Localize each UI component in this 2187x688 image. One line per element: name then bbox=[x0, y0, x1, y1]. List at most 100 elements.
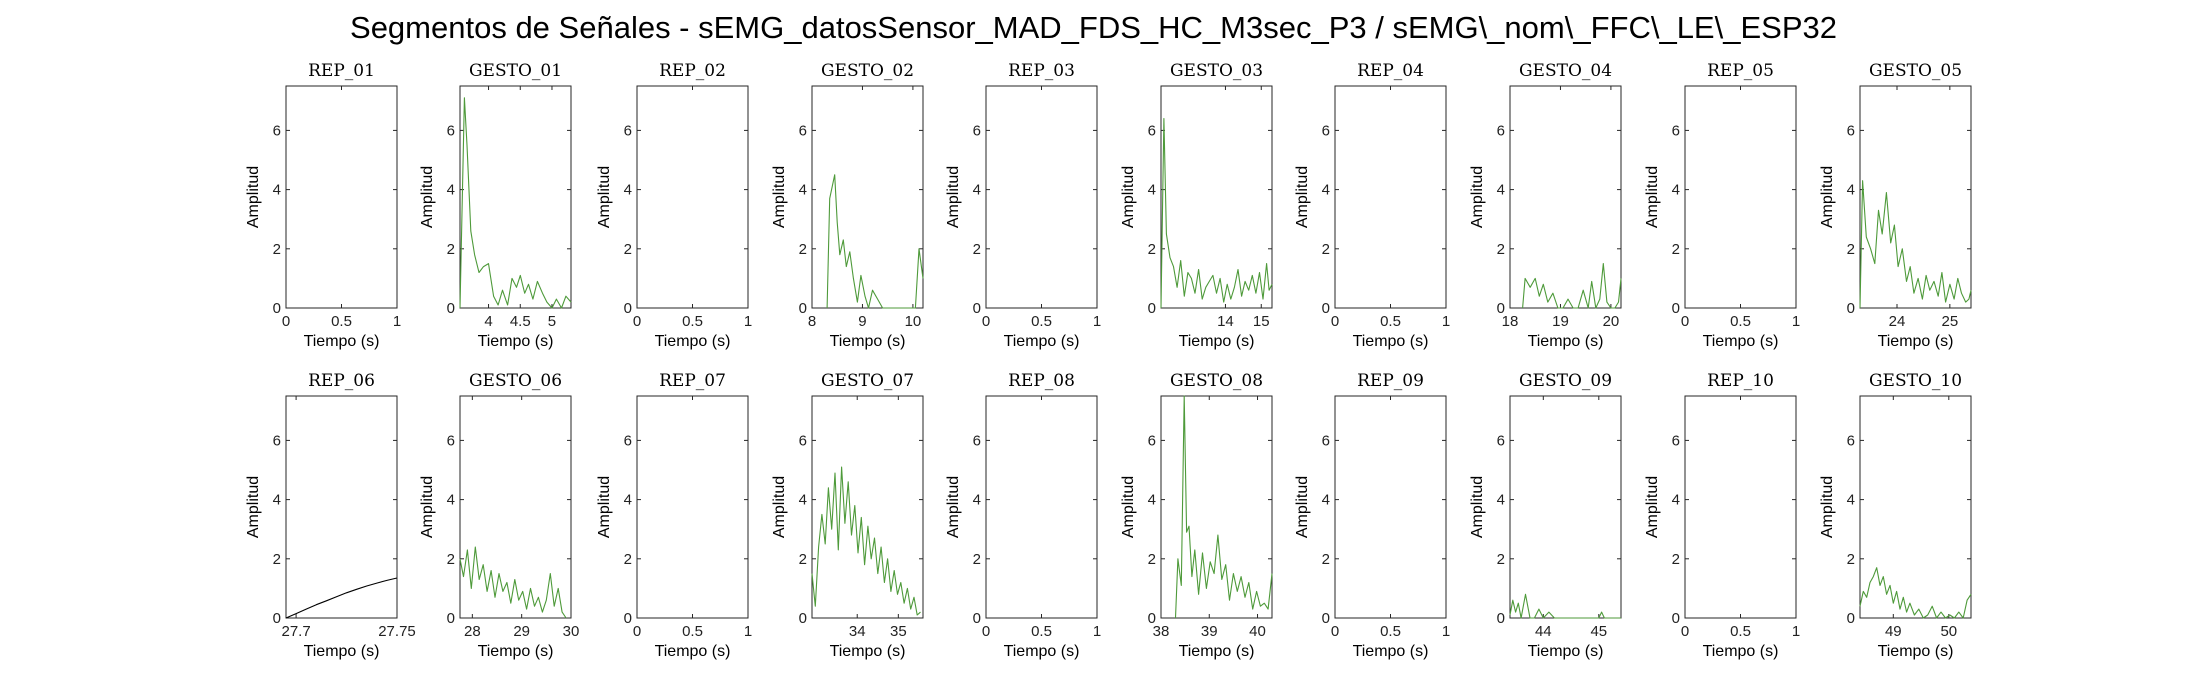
y-tick-label: 0 bbox=[273, 300, 281, 317]
x-tick-label: 25 bbox=[1942, 313, 1959, 330]
plot-area bbox=[811, 85, 924, 309]
y-tick-label: 0 bbox=[1497, 300, 1505, 317]
plot-area bbox=[811, 395, 924, 619]
x-axis-label: Tiempo (s) bbox=[1878, 643, 1954, 660]
panel-title: REP_07 bbox=[659, 371, 726, 391]
y-tick-label: 2 bbox=[624, 551, 632, 568]
x-axis-label: Tiempo (s) bbox=[1179, 333, 1255, 350]
x-tick-label: 0 bbox=[982, 623, 990, 640]
panel-gesto-09: GESTO_09 0 2 4 6 44 45 Tiempo (s) Amplitud bbox=[1469, 371, 1622, 660]
y-tick-label: 2 bbox=[973, 241, 981, 258]
y-axis-label: Amplitud bbox=[596, 166, 613, 228]
x-tick-label: 18 bbox=[1502, 313, 1519, 330]
x-tick-label: 34 bbox=[849, 623, 866, 640]
x-tick-label: 38 bbox=[1153, 623, 1170, 640]
x-tick-label: 0.5 bbox=[1730, 313, 1751, 330]
y-axis-label: Amplitud bbox=[945, 166, 962, 228]
y-tick-label: 2 bbox=[1322, 551, 1330, 568]
y-axis-label: Amplitud bbox=[945, 476, 962, 538]
y-tick-label: 2 bbox=[1497, 551, 1505, 568]
y-tick-label: 2 bbox=[1322, 241, 1330, 258]
y-tick-label: 4 bbox=[1847, 182, 1855, 199]
y-tick-label: 6 bbox=[799, 122, 807, 139]
y-tick-label: 6 bbox=[1497, 122, 1505, 139]
y-tick-label: 4 bbox=[799, 492, 807, 509]
y-tick-label: 4 bbox=[1672, 492, 1680, 509]
x-tick-label: 1 bbox=[1792, 623, 1800, 640]
x-tick-label: 0 bbox=[982, 313, 990, 330]
panel-title: REP_02 bbox=[659, 61, 726, 81]
x-axis-label: Tiempo (s) bbox=[1179, 643, 1255, 660]
y-tick-label: 0 bbox=[447, 300, 455, 317]
y-tick-label: 0 bbox=[624, 300, 632, 317]
x-tick-label: 29 bbox=[513, 623, 530, 640]
y-tick-label: 0 bbox=[1847, 300, 1855, 317]
x-axis-label: Tiempo (s) bbox=[478, 333, 554, 350]
plot-area bbox=[1859, 395, 1972, 619]
series-line bbox=[1509, 593, 1621, 619]
y-axis-label: Amplitud bbox=[1644, 166, 1661, 228]
panel-title: REP_10 bbox=[1707, 371, 1774, 391]
x-tick-label: 5 bbox=[548, 313, 556, 330]
y-tick-label: 4 bbox=[1672, 182, 1680, 199]
plot-area bbox=[459, 85, 572, 309]
x-axis-label: Tiempo (s) bbox=[1004, 333, 1080, 350]
y-axis-label: Amplitud bbox=[771, 476, 788, 538]
x-tick-label: 0.5 bbox=[1031, 313, 1052, 330]
x-tick-label: 49 bbox=[1885, 623, 1902, 640]
x-tick-label: 1 bbox=[1442, 313, 1450, 330]
y-tick-label: 2 bbox=[1672, 241, 1680, 258]
y-tick-label: 2 bbox=[1847, 551, 1855, 568]
plot-area bbox=[985, 395, 1098, 619]
panel-gesto-10: GESTO_10 0 2 4 6 49 50 Tiempo (s) Amplitud bbox=[1819, 371, 1972, 660]
panel-title: REP_09 bbox=[1357, 371, 1424, 391]
x-tick-label: 35 bbox=[890, 623, 907, 640]
panel-gesto-07: GESTO_07 0 2 4 6 34 35 Tiempo (s) Amplitud bbox=[771, 371, 924, 660]
y-axis-label: Amplitud bbox=[1294, 476, 1311, 538]
y-axis-label: Amplitud bbox=[419, 166, 436, 228]
y-tick-label: 6 bbox=[1847, 432, 1855, 449]
x-tick-label: 28 bbox=[464, 623, 481, 640]
y-tick-label: 0 bbox=[799, 610, 807, 627]
x-axis-label: Tiempo (s) bbox=[304, 333, 380, 350]
y-tick-label: 6 bbox=[624, 432, 632, 449]
x-axis-label: Tiempo (s) bbox=[1528, 643, 1604, 660]
x-axis-label: Tiempo (s) bbox=[478, 643, 554, 660]
y-tick-label: 2 bbox=[447, 241, 455, 258]
panel-title: GESTO_05 bbox=[1869, 61, 1962, 81]
y-tick-label: 2 bbox=[273, 241, 281, 258]
y-tick-label: 0 bbox=[273, 610, 281, 627]
x-tick-label: 15 bbox=[1253, 313, 1270, 330]
figure-title: Segmentos de Señales - sEMG_datosSensor_… bbox=[350, 10, 1837, 45]
y-tick-label: 0 bbox=[1322, 300, 1330, 317]
y-tick-label: 2 bbox=[624, 241, 632, 258]
y-tick-label: 2 bbox=[273, 551, 281, 568]
y-tick-label: 6 bbox=[1148, 122, 1156, 139]
y-tick-label: 2 bbox=[447, 551, 455, 568]
x-axis-label: Tiempo (s) bbox=[1703, 333, 1779, 350]
x-tick-label: 0.5 bbox=[1380, 313, 1401, 330]
y-tick-label: 4 bbox=[447, 182, 455, 199]
y-tick-label: 2 bbox=[1847, 241, 1855, 258]
panel-rep-09: REP_09 0 2 4 6 0 0.5 1 Tiempo (s) Amplitud bbox=[1294, 371, 1450, 660]
x-axis-label: Tiempo (s) bbox=[1353, 333, 1429, 350]
y-tick-label: 0 bbox=[1148, 610, 1156, 627]
y-axis-label: Amplitud bbox=[1120, 476, 1137, 538]
y-tick-label: 2 bbox=[1148, 551, 1156, 568]
y-tick-label: 4 bbox=[1322, 182, 1330, 199]
panel-rep-02: REP_02 0 2 4 6 0 0.5 1 Tiempo (s) Amplitud bbox=[596, 61, 752, 350]
x-axis-label: Tiempo (s) bbox=[1528, 333, 1604, 350]
panel-gesto-01: GESTO_01 0 2 4 6 4 4.5 5 Tiempo (s) Amplitud bbox=[419, 61, 572, 350]
y-tick-label: 0 bbox=[447, 610, 455, 627]
y-tick-label: 0 bbox=[624, 610, 632, 627]
y-axis-label: Amplitud bbox=[1644, 476, 1661, 538]
y-tick-label: 4 bbox=[273, 492, 281, 509]
y-axis-label: Amplitud bbox=[419, 476, 436, 538]
x-tick-label: 8 bbox=[808, 313, 816, 330]
panel-rep-07: REP_07 0 2 4 6 0 0.5 1 Tiempo (s) Amplitud bbox=[596, 371, 752, 660]
y-tick-label: 6 bbox=[1148, 432, 1156, 449]
panel-title: REP_01 bbox=[308, 61, 375, 81]
y-tick-label: 6 bbox=[1497, 432, 1505, 449]
y-tick-label: 6 bbox=[624, 122, 632, 139]
